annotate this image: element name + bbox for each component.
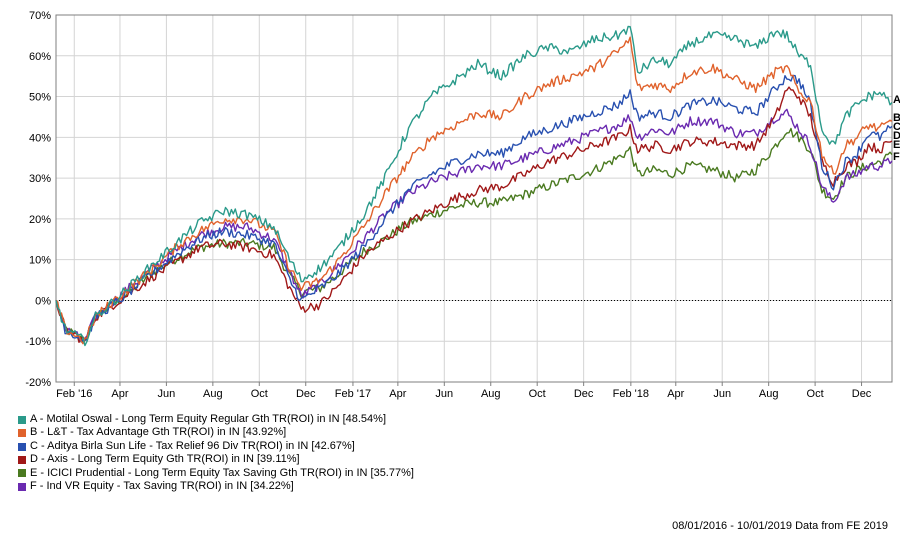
- series-line-b: [55, 36, 893, 345]
- series-line-a: [55, 25, 893, 347]
- series-lines: [55, 25, 893, 347]
- x-tick-label: Jun: [713, 388, 731, 400]
- series-end-label-d: D: [893, 130, 900, 142]
- y-tick-label: -20%: [25, 377, 51, 389]
- series-end-label-a: A: [893, 94, 900, 106]
- grid-lines: [56, 14, 892, 383]
- x-tick-label: Aug: [481, 388, 501, 400]
- y-tick-label: 20%: [29, 214, 51, 226]
- y-tick-label: 50%: [29, 92, 51, 104]
- legend-swatch: [18, 442, 26, 451]
- series-line-e: [55, 127, 893, 344]
- x-tick-label: Aug: [203, 388, 223, 400]
- plot-frame: [55, 14, 893, 383]
- x-tick-label: Apr: [389, 388, 406, 400]
- legend-swatch: [18, 482, 26, 491]
- x-tick-label: Apr: [667, 388, 684, 400]
- x-axis-ticks: Feb '16 Apr Jun Aug Oct Dec Feb '17 Apr Jun Aug Oc…: [56, 382, 872, 400]
- series-line-f: [55, 108, 893, 342]
- legend-item-f: F - Ind VR Equity - Tax Saving TR(ROI) i…: [18, 480, 414, 493]
- legend: A - Motilal Oswal - Long Term Equity Reg…: [18, 413, 414, 493]
- series-end-label-f: F: [893, 151, 900, 163]
- legend-swatch: [18, 455, 26, 464]
- series-end-label-e: E: [893, 139, 900, 151]
- y-tick-label: -10%: [25, 336, 51, 348]
- legend-item-e: E - ICICI Prudential - Long Term Equity …: [18, 467, 414, 480]
- series-end-label-b: B: [893, 112, 900, 124]
- legend-item-d: D - Axis - Long Term Equity Gth TR(ROI) …: [18, 453, 414, 466]
- legend-label: A - Motilal Oswal - Long Term Equity Reg…: [30, 413, 387, 425]
- x-tick-label: Jun: [435, 388, 453, 400]
- x-tick-label: Feb '17: [335, 388, 371, 400]
- y-axis-ticks: -20% -10% 0% 10% 20% 30% 40% 50% 60% 70%: [25, 10, 51, 389]
- series-line-c: [55, 74, 893, 343]
- series-line-d: [55, 86, 893, 343]
- footer-date-range: 08/01/2016 - 10/01/2019 Data from FE 201…: [672, 520, 888, 532]
- legend-swatch: [18, 469, 26, 478]
- x-tick-label: Dec: [296, 388, 316, 400]
- x-tick-label: Dec: [574, 388, 594, 400]
- x-tick-label: Oct: [251, 388, 268, 400]
- legend-item-b: B - L&T - Tax Advantage Gth TR(ROI) in I…: [18, 426, 414, 439]
- series-end-label-c: C: [893, 121, 900, 133]
- y-tick-label: 30%: [29, 173, 51, 185]
- x-tick-label: Feb '16: [56, 388, 92, 400]
- legend-item-c: C - Aditya Birla Sun Life - Tax Relief 9…: [18, 440, 414, 453]
- x-tick-label: Apr: [111, 388, 128, 400]
- x-tick-label: Feb '18: [613, 388, 649, 400]
- y-tick-label: 0%: [35, 295, 51, 307]
- y-tick-label: 10%: [29, 255, 51, 267]
- legend-label: D - Axis - Long Term Equity Gth TR(ROI) …: [30, 453, 300, 466]
- y-tick-label: 60%: [29, 51, 51, 63]
- x-tick-label: Oct: [529, 388, 546, 400]
- line-chart: -20% -10% 0% 10% 20% 30% 40% 50% 60% 70% Feb '16 A…: [25, 10, 900, 400]
- legend-label: C - Aditya Birla Sun Life - Tax Relief 9…: [30, 439, 355, 452]
- x-tick-label: Aug: [759, 388, 779, 400]
- x-tick-label: Oct: [807, 388, 824, 400]
- legend-swatch: [18, 415, 26, 424]
- legend-label: E - ICICI Prudential - Long Term Equity …: [30, 466, 414, 479]
- legend-item-a: A - Motilal Oswal - Long Term Equity Reg…: [18, 413, 414, 426]
- y-tick-label: 70%: [29, 10, 51, 22]
- legend-label: F - Ind VR Equity - Tax Saving TR(ROI) i…: [30, 480, 294, 493]
- x-tick-label: Dec: [852, 388, 872, 400]
- x-tick-label: Jun: [158, 388, 176, 400]
- legend-swatch: [18, 429, 26, 438]
- legend-label: B - L&T - Tax Advantage Gth TR(ROI) in I…: [30, 426, 287, 439]
- y-tick-label: 40%: [29, 132, 51, 144]
